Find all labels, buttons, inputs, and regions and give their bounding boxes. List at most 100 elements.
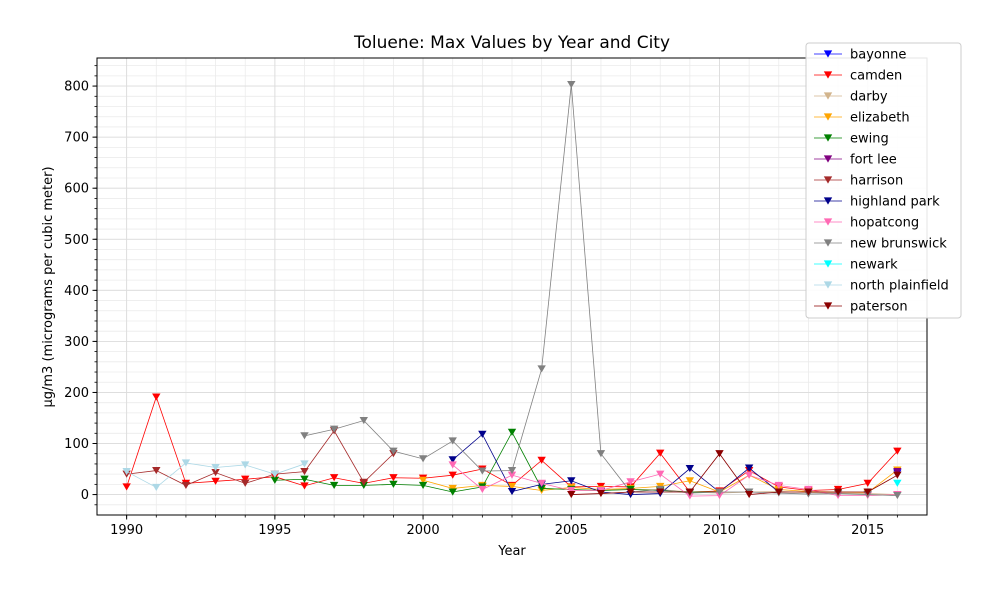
legend-label: elizabeth bbox=[850, 111, 910, 126]
y-tick-label: 500 bbox=[64, 233, 89, 248]
data-point-camden bbox=[329, 474, 339, 482]
series-newark bbox=[893, 479, 902, 487]
data-point-north-plainfield bbox=[181, 459, 191, 467]
data-point-harrison bbox=[359, 478, 368, 486]
data-point-highland-park bbox=[567, 477, 576, 485]
x-axis-label: Year bbox=[497, 544, 526, 559]
data-point-paterson bbox=[715, 450, 724, 458]
data-point-hopatcong bbox=[774, 481, 783, 489]
series-line-paterson bbox=[571, 453, 898, 495]
data-point-harrison bbox=[152, 467, 161, 475]
data-point-camden bbox=[122, 483, 131, 491]
series-paterson bbox=[567, 450, 902, 499]
data-point-new-brunswick bbox=[507, 467, 517, 475]
legend-item: highland park bbox=[814, 195, 940, 210]
legend-item: hopatcong bbox=[814, 216, 919, 231]
data-point-camden bbox=[863, 479, 872, 487]
data-point-elizabeth bbox=[418, 476, 428, 484]
data-point-camden bbox=[389, 474, 398, 482]
data-point-fort-lee bbox=[893, 468, 902, 476]
legend-label: camden bbox=[850, 69, 902, 84]
series-group bbox=[122, 80, 902, 500]
data-point-paterson bbox=[774, 488, 783, 496]
legend-marker bbox=[823, 281, 833, 289]
legend-label: fort lee bbox=[850, 153, 897, 168]
data-point-camden bbox=[893, 447, 902, 455]
data-point-camden bbox=[448, 471, 457, 479]
y-tick-label: 300 bbox=[64, 335, 89, 350]
data-point-new-brunswick bbox=[329, 425, 339, 433]
data-point-camden bbox=[211, 477, 220, 485]
series-line-highland-park bbox=[452, 433, 780, 495]
x-tick-label: 2010 bbox=[703, 523, 736, 538]
data-point-north-plainfield bbox=[152, 483, 161, 491]
legend-item: harrison bbox=[814, 174, 903, 189]
y-tick-label: 600 bbox=[64, 182, 89, 197]
data-point-newark bbox=[893, 479, 902, 487]
legend-marker bbox=[823, 113, 833, 121]
legend-item: bayonne bbox=[814, 48, 906, 63]
data-point-highland-park bbox=[685, 464, 695, 473]
data-point-camden bbox=[300, 482, 309, 490]
legend-item: north plainfield bbox=[814, 279, 949, 294]
legend-label: paterson bbox=[850, 300, 908, 315]
data-point-camden bbox=[241, 475, 250, 483]
legend-item: newark bbox=[814, 258, 898, 273]
data-point-highland-park bbox=[744, 464, 754, 472]
data-point-camden bbox=[537, 456, 546, 464]
series-north-plainfield bbox=[122, 459, 309, 491]
data-point-hopatcong bbox=[478, 485, 487, 494]
data-point-north-plainfield bbox=[300, 460, 309, 468]
data-point-ewing bbox=[389, 480, 398, 488]
legend-marker bbox=[823, 302, 833, 310]
legend-marker bbox=[823, 155, 833, 163]
data-point-paterson bbox=[863, 488, 872, 496]
data-point-new-brunswick bbox=[389, 447, 398, 455]
legend-item: paterson bbox=[814, 300, 908, 315]
legend-label: hopatcong bbox=[850, 216, 919, 231]
data-point-elizabeth bbox=[507, 482, 517, 490]
legend-item: new brunswick bbox=[814, 237, 947, 252]
data-point-ewing bbox=[507, 428, 517, 436]
data-point-highland-park bbox=[507, 487, 517, 496]
data-point-ewing bbox=[300, 475, 309, 483]
legend-marker bbox=[823, 197, 833, 205]
data-point-hopatcong bbox=[507, 471, 517, 479]
legend-item: camden bbox=[814, 69, 902, 84]
axes: 1990 1995 2000 2005 2010 2015 0 100 200 300 400 500… bbox=[64, 65, 898, 538]
data-point-highland-park bbox=[448, 456, 457, 464]
data-point-north-plainfield bbox=[270, 470, 280, 478]
data-point-ewing bbox=[418, 481, 428, 489]
data-point-hopatcong bbox=[715, 492, 724, 500]
data-point-paterson bbox=[804, 488, 813, 496]
legend-marker bbox=[823, 92, 833, 100]
legend-marker bbox=[823, 71, 833, 79]
series-line-hopatcong bbox=[452, 464, 898, 497]
data-point-new-brunswick bbox=[300, 432, 309, 440]
legend-label: highland park bbox=[850, 195, 940, 210]
legend-label: new brunswick bbox=[850, 237, 947, 252]
legend-marker bbox=[823, 176, 833, 184]
data-point-ewing bbox=[329, 481, 339, 489]
legend: bayonne camden darby elizabeth ewing fort lee… bbox=[805, 42, 962, 319]
x-tick-label: 1990 bbox=[110, 523, 143, 538]
legend-item: darby bbox=[814, 90, 888, 105]
series-line-harrison bbox=[126, 430, 394, 486]
data-point-north-plainfield bbox=[122, 468, 131, 476]
data-point-camden bbox=[656, 449, 665, 457]
data-point-new-brunswick bbox=[596, 450, 606, 458]
y-tick-label: 400 bbox=[64, 284, 89, 299]
data-point-harrison bbox=[211, 469, 220, 477]
series-fort-lee bbox=[893, 468, 902, 476]
data-point-new-brunswick bbox=[359, 416, 368, 425]
data-point-hopatcong bbox=[744, 471, 754, 479]
x-tick-label: 2000 bbox=[407, 523, 440, 538]
data-point-camden bbox=[152, 393, 161, 401]
data-point-paterson bbox=[833, 488, 843, 496]
data-point-north-plainfield bbox=[241, 461, 250, 469]
legend-label: darby bbox=[850, 90, 888, 105]
data-point-hopatcong bbox=[626, 478, 635, 486]
data-point-hopatcong bbox=[448, 461, 457, 469]
y-tick-label: 200 bbox=[64, 386, 89, 401]
